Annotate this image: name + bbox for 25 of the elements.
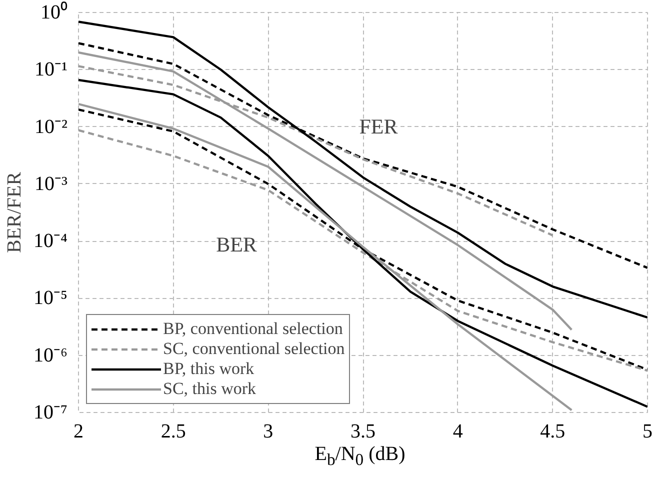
legend-label: SC, conventional selection [163,339,345,359]
legend-label: BP, this work [163,359,254,379]
x-tick-label: 3.5 [350,420,376,442]
x-tick-label: 2 [74,420,84,442]
annotation: FER [359,114,398,138]
line-series [78,20,648,319]
x-tick-label: 3 [263,420,274,442]
legend-label: BP, conventional selection [163,319,343,339]
line-series [78,78,648,408]
annotation: BER [216,232,257,256]
y-tick-label: 10⁻² [34,116,68,138]
legend-label: SC, this work [163,379,256,399]
x-tick-label: 4.5 [540,420,566,442]
x-tick-label: 5 [642,420,652,442]
y-axis-title: BER/FER [4,171,26,254]
y-tick-label: 10⁻⁵ [34,287,68,310]
y-tick-label: 10⁻⁴ [34,230,68,252]
y-tick-label: 10⁻⁶ [34,344,68,366]
x-axis-title: E$_{b}$/N$_{0}$ (dB) [314,443,406,469]
y-tick-label: 10⁻⁷ [34,402,68,424]
x-tick-label: 2.5 [160,420,186,442]
y-tick-label: 10⁻¹ [34,58,68,81]
y-tick-label: 10⁻³ [34,172,68,195]
x-tick-label: 4 [452,420,463,442]
y-tick-label: 10⁰ [40,0,68,24]
